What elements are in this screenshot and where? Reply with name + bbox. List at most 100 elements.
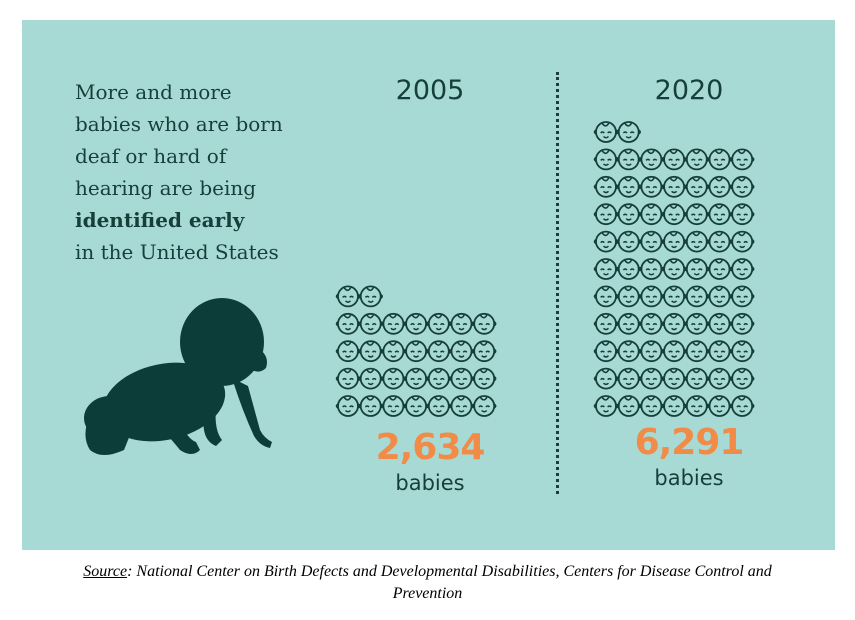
baby-face-icon-1-47: [707, 230, 732, 253]
crawling-baby-icon: [84, 298, 272, 455]
baby-face-icon-1-7: [593, 367, 619, 390]
baby-face-icon-0-13: [471, 367, 497, 390]
baby-face-icon-1-39: [684, 258, 710, 280]
baby-face-icon-0-9: [381, 367, 406, 390]
baby-face-icon-0-29: [358, 285, 383, 308]
baby-face-icon-1-59: [661, 175, 687, 198]
baby-face-icon-1-51: [639, 203, 664, 226]
baby-face-icon-0-21: [335, 312, 361, 335]
baby-face-icon-1-52: [661, 203, 687, 226]
baby-face-icon-1-10: [661, 367, 687, 390]
value-label-2005: 2,634: [375, 427, 486, 468]
baby-face-icon-1-41: [729, 258, 755, 280]
baby-face-icon-1-49: [593, 203, 619, 226]
baby-face-icon-1-1: [616, 395, 641, 417]
baby-face-icon-0-17: [403, 340, 429, 363]
headline-emphasis: identified early: [75, 208, 245, 232]
baby-face-icon-0-16: [381, 340, 406, 363]
baby-face-icon-1-63: [593, 148, 619, 171]
baby-face-icon-1-13: [729, 367, 755, 390]
headline-line-6: in the United States: [75, 240, 279, 264]
baby-face-icon-0-19: [449, 340, 474, 363]
baby-face-icon-1-3: [661, 395, 687, 417]
baby-face-icon-1-26: [707, 312, 732, 335]
baby-face-icon-0-10: [403, 367, 429, 390]
baby-face-icon-1-16: [639, 340, 664, 363]
baby-face-icon-1-0: [593, 395, 619, 417]
baby-face-icon-0-4: [426, 395, 452, 417]
baby-face-icon-1-35: [593, 258, 619, 280]
baby-face-icon-1-55: [729, 203, 755, 226]
infographic-panel: More and more babies who are born deaf o…: [22, 20, 835, 550]
baby-face-icon-1-42: [593, 230, 619, 253]
baby-face-icon-1-5: [707, 395, 732, 417]
baby-face-icon-1-31: [661, 285, 687, 308]
unit-label-2005: babies: [395, 471, 465, 495]
baby-face-icon-1-56: [593, 175, 619, 198]
baby-face-icon-1-4: [684, 395, 710, 417]
baby-face-icon-0-5: [449, 395, 474, 417]
baby-face-icon-0-14: [335, 340, 361, 363]
baby-face-icon-1-36: [616, 258, 641, 280]
baby-face-icon-1-61: [707, 175, 732, 198]
unit-label-2020: babies: [654, 466, 724, 490]
baby-face-icon-1-8: [616, 367, 641, 390]
baby-face-icon-1-6: [729, 395, 755, 417]
baby-face-icon-0-7: [335, 367, 361, 390]
year-label-2005: 2005: [395, 75, 465, 106]
baby-face-icon-1-29: [616, 285, 641, 308]
baby-face-icon-1-14: [593, 340, 619, 363]
baby-face-icon-1-30: [639, 285, 664, 308]
baby-face-icon-1-2: [639, 395, 664, 417]
baby-face-icon-1-17: [661, 340, 687, 363]
baby-face-icon-1-33: [707, 285, 732, 308]
baby-face-icon-0-8: [358, 367, 383, 390]
baby-face-icon-1-62: [729, 175, 755, 198]
headline-line-4: hearing are being: [75, 176, 257, 200]
baby-face-icon-0-15: [358, 340, 383, 363]
baby-face-icon-0-22: [358, 312, 383, 335]
baby-face-icon-1-38: [661, 258, 687, 280]
baby-face-icon-1-68: [707, 148, 732, 171]
baby-face-icon-1-45: [661, 230, 687, 253]
baby-face-icon-1-37: [639, 258, 664, 280]
headline-line-3: deaf or hard of: [75, 144, 227, 168]
baby-face-icon-1-11: [684, 367, 710, 390]
baby-icon-grid: [335, 121, 755, 417]
baby-face-icon-1-23: [639, 312, 664, 335]
baby-face-icon-0-27: [471, 312, 497, 335]
baby-face-icon-0-20: [471, 340, 497, 363]
value-label-2020: 6,291: [634, 422, 745, 463]
baby-face-icon-1-48: [729, 230, 755, 253]
headline-line-1: More and more: [75, 80, 232, 104]
baby-face-icon-1-15: [616, 340, 641, 363]
baby-face-icon-0-3: [403, 395, 429, 417]
baby-face-icon-0-12: [449, 367, 474, 390]
baby-face-icon-1-18: [684, 340, 710, 363]
baby-face-icon-1-20: [729, 340, 755, 363]
baby-face-icon-0-18: [426, 340, 452, 363]
year-label-2020: 2020: [654, 75, 724, 106]
baby-face-icon-1-9: [639, 367, 664, 390]
baby-face-icon-1-27: [729, 312, 755, 335]
baby-face-icon-0-1: [358, 395, 383, 417]
baby-face-icon-1-32: [684, 285, 710, 308]
baby-face-icon-1-60: [684, 175, 710, 198]
baby-face-icon-0-24: [403, 312, 429, 335]
baby-face-icon-1-67: [684, 148, 710, 171]
baby-face-icon-1-12: [707, 367, 732, 390]
baby-face-icon-0-6: [471, 395, 497, 417]
baby-face-icon-1-70: [593, 121, 619, 143]
baby-face-icon-1-71: [616, 121, 641, 143]
baby-face-icon-1-65: [639, 148, 664, 171]
baby-face-icon-1-21: [593, 312, 619, 335]
baby-face-icon-1-58: [639, 175, 664, 198]
baby-face-icon-1-46: [684, 230, 710, 253]
baby-face-icon-1-22: [616, 312, 641, 335]
baby-face-icon-0-26: [449, 312, 474, 335]
baby-face-icon-1-53: [684, 203, 710, 226]
baby-face-icon-1-34: [729, 285, 755, 308]
baby-face-icon-0-2: [381, 395, 406, 417]
baby-face-icon-1-44: [639, 230, 664, 253]
baby-face-icon-1-28: [593, 285, 619, 308]
